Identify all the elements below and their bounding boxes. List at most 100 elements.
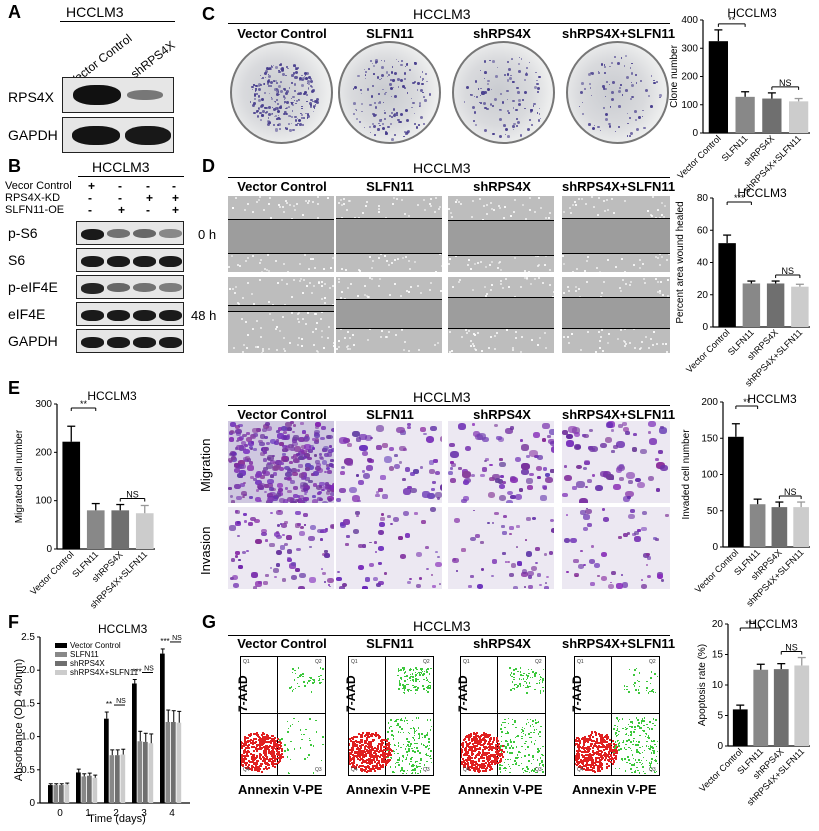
cell-dot <box>260 258 263 261</box>
cell-dot <box>537 343 540 346</box>
stained-cell <box>272 568 279 573</box>
band <box>81 229 104 240</box>
colony-dot <box>623 65 625 67</box>
cell-dot <box>366 294 369 297</box>
stained-cell <box>308 535 315 541</box>
colony-dot <box>512 125 515 128</box>
cell-dot <box>347 348 350 351</box>
cell-dot <box>575 285 578 288</box>
cell-dot <box>423 208 426 211</box>
colony-dot <box>256 93 259 96</box>
colony-dot <box>392 113 396 117</box>
colony-dot <box>276 82 278 84</box>
cell-dot <box>544 264 547 267</box>
colony-dot <box>538 113 541 115</box>
panel-d-header: shRPS4X <box>473 179 531 194</box>
stained-cell <box>276 534 283 540</box>
stained-cell <box>660 465 669 472</box>
cell-dot <box>578 287 581 290</box>
colony-dot <box>285 112 289 116</box>
cell-dot <box>234 196 237 199</box>
colony-dot <box>282 73 285 76</box>
colony-dot <box>306 117 309 119</box>
panel-e-header: Vector Control <box>237 407 327 422</box>
colony-dot <box>604 113 608 117</box>
colony-dot <box>279 106 282 110</box>
cell-dot <box>660 201 663 204</box>
cell-dot <box>653 330 656 333</box>
y-tick-label: 200 <box>681 72 698 83</box>
stained-cell <box>239 474 244 478</box>
cell-dot <box>488 346 491 349</box>
colony-dot <box>365 71 367 73</box>
colony-dot <box>403 77 406 81</box>
colony-dot <box>403 72 407 76</box>
sig-label: *** <box>745 619 756 629</box>
colony-dot <box>307 114 311 118</box>
cell-dot <box>346 345 349 348</box>
cell-dot <box>599 335 602 338</box>
stained-cell <box>313 429 320 435</box>
cell-dot <box>283 263 286 266</box>
bar <box>176 722 182 803</box>
colony-dot <box>394 72 398 76</box>
cell-dot <box>448 351 451 353</box>
cell-dot <box>433 211 436 214</box>
stained-cell <box>296 469 301 473</box>
cell-dot <box>281 205 284 208</box>
y-axis-label: Migrated cell number <box>14 429 25 523</box>
stained-cell <box>527 585 533 589</box>
cell-dot <box>507 285 510 288</box>
cell-dot <box>586 259 589 262</box>
stained-cell <box>503 515 508 519</box>
stained-cell <box>325 491 331 495</box>
stained-cell <box>383 455 393 463</box>
transwell-image <box>448 421 554 503</box>
y-tick-label: 150 <box>701 433 718 444</box>
colony-dot <box>283 99 285 101</box>
stained-cell <box>355 510 361 515</box>
colony-dot <box>381 122 384 125</box>
cell-dot <box>365 200 368 203</box>
colony-dot <box>377 128 380 131</box>
cell-dot <box>340 199 343 202</box>
stained-cell <box>276 430 281 434</box>
cell-dot <box>608 332 611 335</box>
cell-dot <box>528 197 531 200</box>
colony-dot <box>301 76 305 80</box>
colony-dot <box>410 106 413 109</box>
cell-dot <box>283 336 286 339</box>
colony-dot <box>265 111 268 114</box>
band <box>159 229 182 238</box>
stained-cell <box>324 482 329 487</box>
cell-dot <box>309 257 312 260</box>
colony-dot <box>421 78 424 81</box>
stained-cell <box>351 430 360 437</box>
stained-cell <box>349 486 358 493</box>
band <box>159 283 182 292</box>
cell-dot <box>346 331 349 334</box>
cell-dot <box>275 325 278 328</box>
stained-cell <box>518 488 524 492</box>
panel-c-header: shRPS4X+SLFN11 <box>562 26 676 41</box>
cell-dot <box>288 204 291 207</box>
stained-cell <box>287 489 292 494</box>
colony-dot <box>294 67 298 71</box>
colony-dot <box>285 74 288 77</box>
colony-dot <box>309 98 313 102</box>
cell-dot <box>459 278 462 281</box>
stained-cell <box>338 436 348 444</box>
colony-dot <box>313 104 317 108</box>
cell-dot <box>638 267 641 270</box>
stained-cell <box>281 444 287 449</box>
colony-dot <box>302 123 305 126</box>
stained-cell <box>544 582 548 585</box>
cell-dot <box>461 335 464 338</box>
stained-cell <box>514 456 522 463</box>
colony-dot <box>274 114 277 117</box>
panel-b-sign: - <box>146 203 150 217</box>
stained-cell <box>285 471 292 477</box>
stained-cell <box>450 461 454 465</box>
colony-dot <box>307 83 310 86</box>
stained-cell <box>278 467 285 472</box>
